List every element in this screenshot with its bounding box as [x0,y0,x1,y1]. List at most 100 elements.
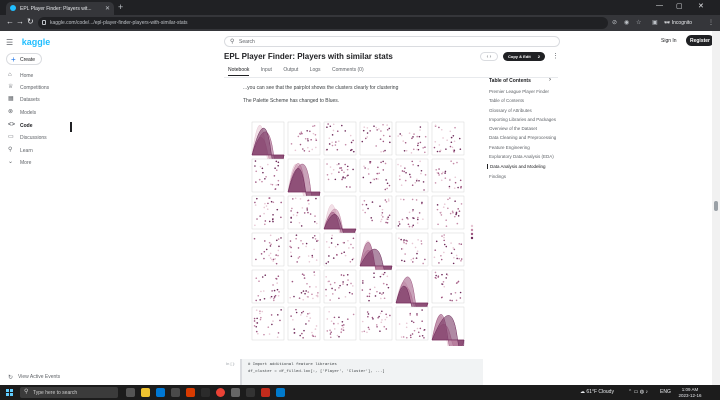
scatter-point [361,330,364,333]
weather-widget[interactable]: ☁ 61°F Cloudy [580,389,614,395]
sign-in-link[interactable]: Sign In [661,38,677,44]
browser-menu-icon[interactable]: ⋮ [708,20,714,26]
scatter-point [378,172,381,175]
task-view-icon[interactable] [126,388,135,397]
reload-icon[interactable]: ↻ [27,17,34,26]
scatter-point [305,245,307,248]
scatter-point [309,285,311,288]
address-bar[interactable]: kaggle.com/code/.../epl-player-finder-pl… [38,17,608,29]
taskbar-search-input[interactable]: ⚲ Type here to search [20,387,118,398]
sidebar-item-competitions[interactable]: ♕ Competitions [8,83,78,93]
office-icon[interactable] [186,388,195,397]
sidebar-item-datasets[interactable]: ▦ Datasets [8,95,78,105]
scatter-point [254,165,256,167]
scatter-point [371,201,374,203]
view-active-events-link[interactable]: ↻ View Active Events [8,374,60,381]
copy-edit-button[interactable]: Copy & Edit 2 [503,52,545,61]
scatter-point [399,133,402,135]
scatter-point [457,186,459,189]
sidebar-item-home[interactable]: ⌂ Home [8,71,78,81]
create-button[interactable]: + Create [6,53,42,65]
sidebar-item-models[interactable]: ⊗ Models [8,108,78,118]
scatter-point [314,328,317,330]
forward-icon[interactable]: → [16,17,24,26]
kaggle-logo[interactable]: kaggle [21,37,51,47]
register-button[interactable]: Register [686,35,714,46]
chevron-right-icon[interactable]: › [549,77,551,83]
maximize-icon[interactable]: ▢ [676,3,683,10]
windows-start-icon[interactable] [6,389,13,396]
language-indicator[interactable]: ENG [660,389,671,395]
profile-incognito[interactable]: 🕶 Incognito [664,18,704,28]
toc-item[interactable]: Data Cleaning and Preprocessing [489,135,557,140]
hamburger-menu-icon[interactable]: ☰ [6,38,14,47]
scatter-point [435,274,437,277]
sidebar-item-learn[interactable]: ⚲ Learn [8,146,78,156]
taskbar-clock[interactable]: 1:09 AM 2023-12-16 [672,387,708,398]
app-red-icon[interactable] [261,388,270,397]
sidepanel-icon[interactable]: ▣ [652,20,658,26]
tab-notebook[interactable]: Notebook [228,67,250,73]
scatter-point [367,207,369,210]
sidebar-item-discussions[interactable]: ▭ Discussions [8,133,78,143]
sidebar-item-more[interactable]: ⌄ More [8,158,78,168]
sidebar-item-label: Discussions [20,135,47,141]
scatter-point [270,295,273,298]
minimize-icon[interactable]: — [656,2,663,9]
scatter-point [376,325,378,328]
search-input[interactable]: ⚲ Search [224,36,560,47]
close-tab-icon[interactable]: ✕ [104,6,110,12]
scatter-point [338,163,340,165]
toc-item[interactable]: Table of Contents [489,98,525,103]
scatter-point [433,256,436,259]
scrollbar-thumb[interactable] [714,201,718,211]
vscode-icon[interactable] [276,388,285,397]
tab-output[interactable]: Output [283,67,299,73]
site-info-icon[interactable]: ⊘ [612,20,618,26]
scatter-point [302,298,305,301]
scatter-point [311,254,314,257]
file-explorer-icon[interactable] [141,388,150,397]
new-tab-button[interactable]: + [118,2,124,12]
scatter-point [441,283,443,285]
scatter-point [417,142,420,145]
toc-item[interactable]: Feature Engineering [489,145,530,150]
toc-item[interactable]: Importing Libraries and Packages [489,117,557,122]
scatter-point [409,176,412,178]
scatter-point [329,336,332,339]
close-window-icon[interactable]: ✕ [698,3,704,10]
store-icon[interactable] [171,388,180,397]
version-selector[interactable]: ‹ › [480,52,498,61]
chrome-icon[interactable] [216,388,225,397]
app-icon[interactable] [231,388,240,397]
eye-icon[interactable]: ◉ [624,20,630,26]
terminal-icon[interactable] [246,388,255,397]
scatter-point [372,178,375,181]
tab-comments[interactable]: Comments (0) [331,67,364,73]
tab-input[interactable]: Input [260,67,272,73]
sidebar-item-code[interactable]: <> Code [8,121,78,131]
code-cell[interactable]: # Import additional feature libraries df… [240,359,483,385]
mail-icon[interactable] [201,388,210,397]
toc-item[interactable]: Premier League Player Finder [489,89,550,94]
tab-logs[interactable]: Logs [309,67,321,73]
tray-icons[interactable]: ⌃ ▭ ◍ ♪ [628,389,648,395]
scatter-point [273,297,275,300]
edge-icon[interactable] [156,388,165,397]
back-icon[interactable]: ← [6,17,14,26]
toc-item[interactable]: Glossary of Attributes [489,108,532,113]
scatter-point [262,171,264,174]
more-options-icon[interactable]: ⋮ [552,53,559,60]
scatter-point [449,197,451,199]
scatter-point [272,220,274,223]
browser-tab[interactable]: EPL Player Finder: Players wit... ✕ [6,2,114,15]
scatter-point [255,309,258,311]
scatter-point [347,279,349,281]
scatter-point [436,208,439,211]
scatter-point [381,273,384,275]
toc-item[interactable]: Overview of the Dataset [489,126,538,131]
bookmark-star-icon[interactable]: ☆ [636,20,642,26]
toc-item[interactable]: Exploratory Data Analysis (EDA) [489,154,554,159]
toc-item[interactable]: Data Analysis and Modeling [487,164,546,169]
toc-item[interactable]: Findings [489,174,507,179]
